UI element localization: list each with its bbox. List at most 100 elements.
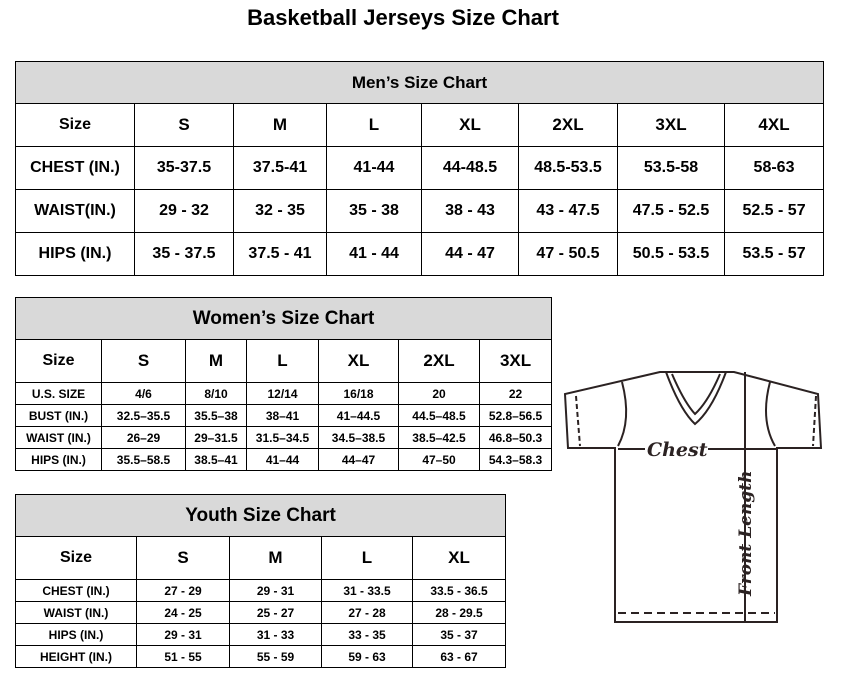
row-label: HIPS (IN.) — [15, 448, 102, 471]
table-cell: 50.5 - 53.5 — [617, 232, 725, 276]
table-cell: 35 - 37.5 — [134, 232, 234, 276]
table-cell: 34.5–38.5 — [318, 426, 399, 449]
women-chart-title: Women’s Size Chart — [14, 297, 553, 340]
table-cell: 31 - 33.5 — [321, 579, 413, 602]
size-column-header: M — [233, 103, 327, 147]
table-row: HIPS (IN.) 35 - 37.5 37.5 - 41 41 - 44 44 - … — [15, 232, 825, 276]
table-cell: 26–29 — [101, 426, 186, 449]
womens-size-chart: Women’s Size Chart Size S M L XL 2XL 3XL U.S. SI… — [14, 297, 553, 471]
table-cell: 41 - 44 — [326, 232, 422, 276]
table-cell: 25 - 27 — [229, 601, 322, 624]
table-row: HIPS (IN.) 29 - 31 31 - 33 33 - 35 35 - 37 — [15, 623, 507, 646]
table-cell: 20 — [398, 382, 480, 405]
table-cell: 28 - 29.5 — [411, 601, 507, 624]
table-cell: 33 - 35 — [321, 623, 413, 646]
table-cell: 31.5–34.5 — [246, 426, 319, 449]
table-cell: 35.5–38 — [185, 404, 247, 427]
table-cell: 44–47 — [318, 448, 399, 471]
table-cell: 41–44 — [246, 448, 319, 471]
sleeve-hem-right — [812, 395, 817, 447]
collar-outer — [665, 371, 727, 426]
row-label: HIPS (IN.) — [15, 623, 137, 646]
youth-size-chart: Youth Size Chart Size S M L XL CHEST (IN.) 27 -… — [14, 494, 507, 668]
table-cell: 46.8–50.3 — [478, 426, 553, 449]
table-cell: 29 - 32 — [134, 189, 234, 233]
table-row: WAIST (IN.) 26–29 29–31.5 31.5–34.5 34.5–38.… — [15, 426, 553, 449]
table-cell: 33.5 - 36.5 — [411, 579, 507, 602]
row-label: CHEST (IN.) — [15, 579, 137, 602]
table-row: CHEST (IN.) 27 - 29 29 - 31 31 - 33.5 33.5 -… — [15, 579, 507, 602]
size-column-header: XL — [411, 536, 507, 580]
sleeve-seam-right — [765, 381, 776, 447]
table-cell: 29–31.5 — [185, 426, 247, 449]
table-cell: 38.5–41 — [185, 448, 247, 471]
table-cell: 59 - 63 — [321, 645, 413, 668]
size-column-header: 3XL — [478, 339, 553, 383]
size-column-header: 4XL — [723, 103, 825, 147]
table-cell: 29 - 31 — [136, 623, 230, 646]
table-cell: 37.5 - 41 — [233, 232, 327, 276]
sleeve-seam-left — [617, 381, 628, 447]
table-cell: 54.3–58.3 — [478, 448, 553, 471]
table-cell: 29 - 31 — [229, 579, 322, 602]
row-label: HIPS (IN.) — [15, 232, 135, 276]
size-column-header: L — [321, 536, 413, 580]
chest-label: Chest — [647, 439, 708, 461]
row-label: CHEST (IN.) — [15, 146, 135, 190]
table-cell: 47.5 - 52.5 — [617, 189, 725, 233]
table-cell: 22 — [478, 382, 553, 405]
table-cell: 53.5 - 57 — [723, 232, 825, 276]
row-label: HEIGHT (IN.) — [15, 645, 137, 668]
sleeve-hem-left — [575, 395, 581, 447]
size-column-header: 3XL — [617, 103, 725, 147]
size-column-header: 2XL — [398, 339, 480, 383]
size-column-header: L — [246, 339, 319, 383]
jersey-outline — [563, 371, 823, 623]
size-column-header: L — [326, 103, 422, 147]
size-header: Size — [15, 339, 102, 383]
table-cell: 32 - 35 — [233, 189, 327, 233]
table-cell: 32.5–35.5 — [101, 404, 186, 427]
table-cell: 55 - 59 — [229, 645, 322, 668]
table-cell: 31 - 33 — [229, 623, 322, 646]
table-cell: 12/14 — [246, 382, 319, 405]
table-cell: 44-48.5 — [421, 146, 519, 190]
size-header: Size — [15, 103, 135, 147]
youth-chart-title: Youth Size Chart — [14, 494, 507, 537]
table-cell: 27 - 29 — [136, 579, 230, 602]
table-cell: 48.5-53.5 — [518, 146, 618, 190]
table-row: BUST (IN.) 32.5–35.5 35.5–38 38–41 41–44.5 44… — [15, 404, 553, 427]
table-cell: 41–44.5 — [318, 404, 399, 427]
table-row: WAIST (IN.) 24 - 25 25 - 27 27 - 28 28 - 29.… — [15, 601, 507, 624]
size-column-header: S — [101, 339, 186, 383]
table-cell: 47 - 50.5 — [518, 232, 618, 276]
table-cell: 8/10 — [185, 382, 247, 405]
table-cell: 53.5-58 — [617, 146, 725, 190]
table-cell: 38–41 — [246, 404, 319, 427]
table-cell: 47–50 — [398, 448, 480, 471]
table-cell: 37.5-41 — [233, 146, 327, 190]
row-label: WAIST (IN.) — [15, 426, 102, 449]
table-cell: 27 - 28 — [321, 601, 413, 624]
table-cell: 52.5 - 57 — [723, 189, 825, 233]
table-cell: 35 - 38 — [326, 189, 422, 233]
table-cell: 38.5–42.5 — [398, 426, 480, 449]
table-row: WAIST(IN.) 29 - 32 32 - 35 35 - 38 38 - 43 43… — [15, 189, 825, 233]
jersey-diagram: Chest Front Length — [563, 371, 823, 623]
table-cell: 44 - 47 — [421, 232, 519, 276]
row-label: BUST (IN.) — [15, 404, 102, 427]
table-cell: 35-37.5 — [134, 146, 234, 190]
table-cell: 24 - 25 — [136, 601, 230, 624]
table-cell: 16/18 — [318, 382, 399, 405]
table-cell: 35 - 37 — [411, 623, 507, 646]
size-column-header: XL — [421, 103, 519, 147]
table-cell: 38 - 43 — [421, 189, 519, 233]
table-cell: 58-63 — [723, 146, 825, 190]
row-label: WAIST (IN.) — [15, 601, 137, 624]
table-cell: 51 - 55 — [136, 645, 230, 668]
size-column-header: S — [136, 536, 230, 580]
table-cell: 41-44 — [326, 146, 422, 190]
size-column-header: M — [185, 339, 247, 383]
table-cell: 43 - 47.5 — [518, 189, 618, 233]
table-cell: 35.5–58.5 — [101, 448, 186, 471]
